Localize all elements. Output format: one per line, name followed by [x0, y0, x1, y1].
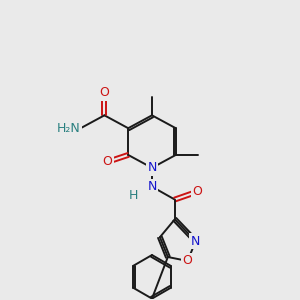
Text: N: N [191, 235, 200, 248]
Text: O: O [193, 185, 202, 198]
Text: H: H [128, 189, 138, 202]
Text: O: O [183, 254, 193, 268]
Text: O: O [103, 155, 112, 168]
Text: N: N [147, 180, 157, 193]
Text: O: O [100, 86, 110, 99]
Text: H₂N: H₂N [57, 122, 81, 135]
Text: N: N [147, 161, 157, 174]
